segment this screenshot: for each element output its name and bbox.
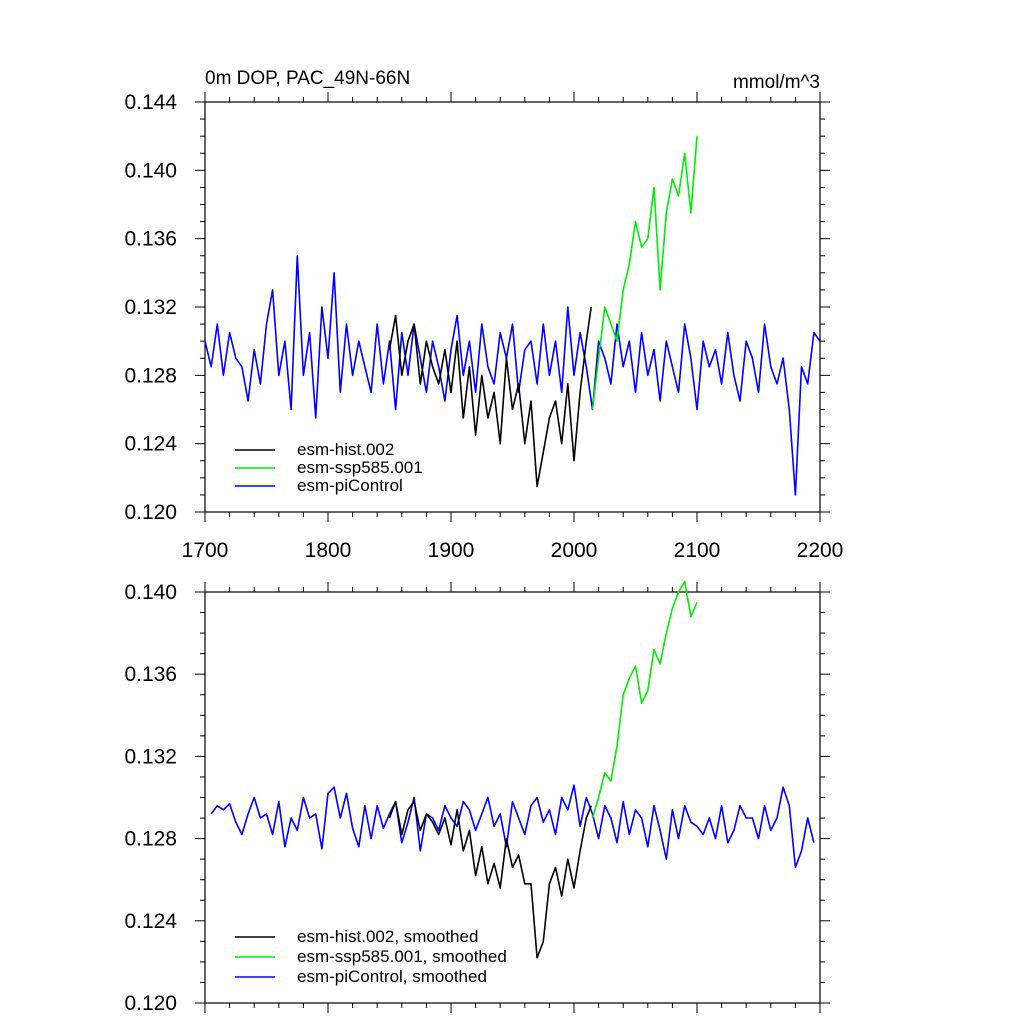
y-tick-label: 0.124 bbox=[124, 910, 177, 933]
y-tick-label: 0.124 bbox=[124, 433, 177, 456]
y-tick-label: 0.140 bbox=[124, 581, 177, 604]
series-line-esm-picontrol-smoothed bbox=[210, 784, 815, 869]
y-tick-label: 0.136 bbox=[124, 228, 177, 251]
y-tick-label: 0.128 bbox=[124, 364, 177, 387]
y-tick-label: 0.132 bbox=[124, 745, 177, 768]
y-tick-label: 0.128 bbox=[124, 828, 177, 851]
x-tick-label: 2200 bbox=[797, 539, 844, 562]
y-tick-label: 0.120 bbox=[124, 992, 177, 1015]
series-line-esm-picontrol bbox=[204, 254, 821, 496]
series-line-esm-hist-002 bbox=[388, 306, 592, 488]
series-line-esm-ssp585-001 bbox=[591, 136, 698, 410]
x-tick-label: 1700 bbox=[182, 539, 229, 562]
y-tick-label: 0.120 bbox=[124, 501, 177, 524]
series-line-esm-ssp585-001-smoothed bbox=[591, 580, 698, 819]
legend-label: esm-ssp585.001 bbox=[297, 458, 423, 477]
bottom-panel: 0.120 0.124 0.128 0.132 0.136 0.140 esm-hist.0… bbox=[124, 580, 830, 1015]
legend-label: esm-piControl, smoothed bbox=[297, 967, 487, 986]
y-tick-label: 0.132 bbox=[124, 296, 177, 319]
y-tick-label: 0.136 bbox=[124, 663, 177, 686]
x-tick-label: 2000 bbox=[551, 539, 598, 562]
y-tick-label: 0.144 bbox=[124, 91, 177, 114]
units-label: mmol/m^3 bbox=[733, 72, 820, 93]
legend-label: esm-hist.002, smoothed bbox=[297, 927, 478, 946]
x-tick-label: 1800 bbox=[305, 539, 352, 562]
y-tick-label: 0.140 bbox=[124, 159, 177, 182]
legend-label: esm-piControl bbox=[297, 476, 403, 495]
legend-label: esm-ssp585.001, smoothed bbox=[297, 947, 507, 966]
top-panel: 0m DOP, PAC_49N-66N mmol/m^3 1700 1800 190… bbox=[124, 68, 843, 562]
x-tick-label: 2100 bbox=[674, 539, 721, 562]
chart-title: 0m DOP, PAC_49N-66N bbox=[205, 68, 410, 89]
legend-label: esm-hist.002 bbox=[297, 440, 394, 459]
series-line-esm-hist-002-smoothed bbox=[388, 800, 592, 959]
x-tick-label: 1900 bbox=[428, 539, 475, 562]
